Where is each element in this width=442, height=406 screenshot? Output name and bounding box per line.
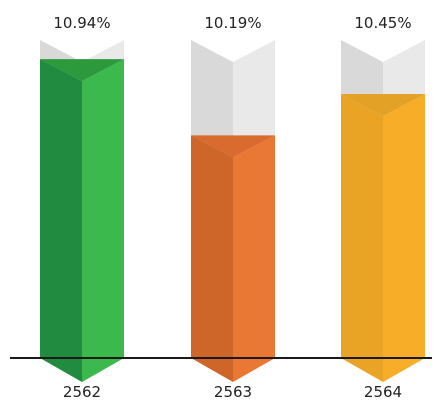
bar-2563-top-face [191,135,275,158]
bar-2563-left-face [191,135,233,382]
x-tick-label-2564: 2564 [364,383,402,401]
bar-2563-right-face [233,135,275,382]
bar-2564-left-face [341,94,383,382]
bar-2562-right-face [82,59,124,382]
value-label-2562: 10.94% [53,14,110,32]
x-tick-label-2563: 2563 [214,383,252,401]
bar-2564-right-face [383,94,425,382]
bar-2564-top-face [341,94,425,117]
x-tick-label-2562: 2562 [63,383,101,401]
bar-2562-top-face [40,59,124,82]
bars-group [40,40,425,382]
labels-group: 10.94% 2562 10.19% 2563 10.45% 2564 [53,14,411,401]
bar-2562-left-face [40,59,82,382]
value-label-2563: 10.19% [204,14,261,32]
value-label-2564: 10.45% [354,14,411,32]
